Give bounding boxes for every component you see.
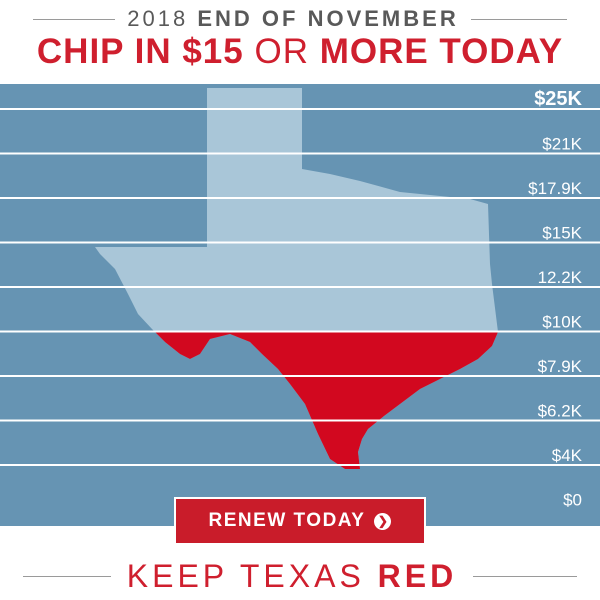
tick-label: $17.9K [528,179,583,198]
headline-more: MORE TODAY [319,32,564,71]
footer-red: RED [377,557,458,594]
footer-row: KEEP TEXAS RED [0,556,600,596]
divider [470,18,567,20]
top-line: 2018 END OF NOVEMBER [127,6,458,32]
top-line-row: 2018 END OF NOVEMBER [0,6,600,32]
footer-keep-texas: KEEP TEXAS [126,557,365,594]
tick-label: $6.2K [538,402,583,421]
divider [473,575,578,577]
year-text: 2018 [127,6,189,31]
tick-label: $15K [542,224,582,243]
divider [33,18,116,20]
tick-labels: $25K $21K $17.9K $15K 12.2K $10K $7.9K $6.2K $4K… [528,88,583,510]
chevron-right-circle-icon: ❯ [374,512,392,530]
tick-label: $10K [542,313,582,332]
tick-label: $25K [534,88,582,110]
divider [22,575,111,577]
deadline-text: END OF NOVEMBER [197,6,459,31]
renew-today-label: RENEW TODAY [208,510,366,531]
headline-amount: CHIP IN $15 [36,32,244,71]
tick-label: $4K [552,446,583,465]
tick-label: $21K [542,135,582,154]
tick-label: 12.2K [538,268,583,287]
gridlines-overlay [0,108,600,466]
footer-tagline: KEEP TEXAS RED [127,558,457,595]
fundraising-thermometer-chart: $25K $21K $17.9K $15K 12.2K $10K $7.9K $6.2K $4K… [0,84,600,526]
texas-map-unfilled [95,88,498,469]
headline-or: OR [254,32,309,71]
tick-label: $0 [563,491,582,510]
tick-label: $7.9K [538,357,583,376]
renew-today-button[interactable]: RENEW TODAY ❯ [174,497,426,545]
texas-thermometer-svg: $25K $21K $17.9K $15K 12.2K $10K $7.9K $6.2K $4K… [0,88,600,510]
headline: CHIP IN $15 OR MORE TODAY [0,32,600,72]
